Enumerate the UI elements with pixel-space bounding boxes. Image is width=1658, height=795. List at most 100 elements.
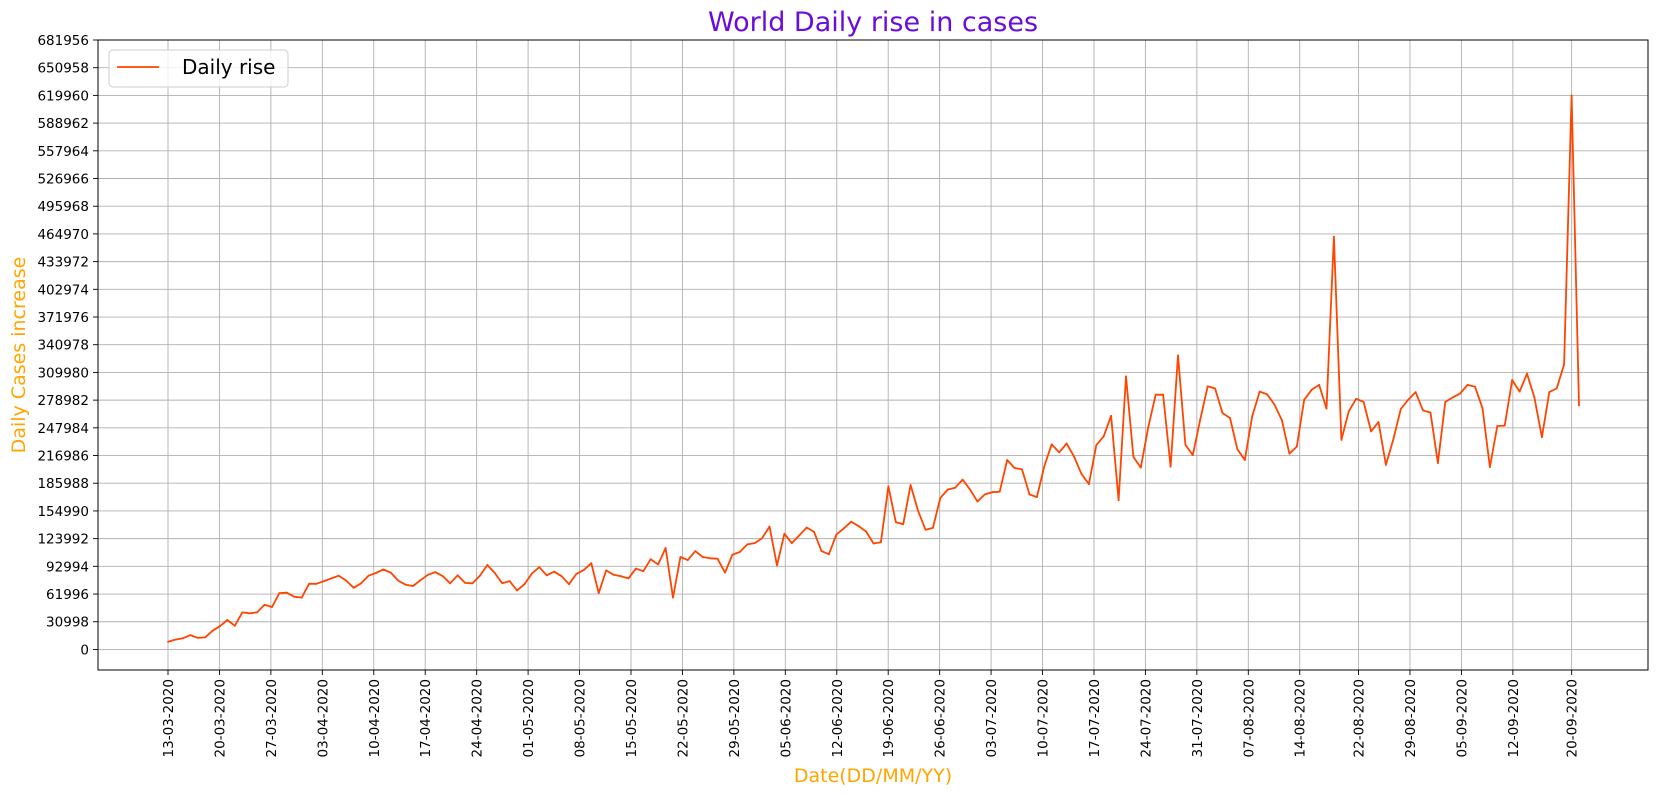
data-point [315,582,318,585]
data-point [627,577,630,580]
data-point [256,611,258,614]
y-tick-label: 185988 [37,476,89,492]
data-point [189,634,192,636]
data-point [1243,459,1246,461]
data-point [1548,391,1551,393]
data-point [219,625,221,628]
x-tick-label: 12-09-2020 [1506,679,1522,757]
y-tick-label: 650958 [37,61,89,77]
data-point [1578,404,1580,407]
data-point [397,579,400,582]
x-tick-label: 22-05-2020 [675,679,691,757]
x-tick-label: 24-04-2020 [470,679,486,757]
data-point [1414,391,1417,393]
data-point [501,582,504,585]
data-point [1013,467,1016,469]
data-point [1058,451,1061,454]
data-point [1221,412,1224,414]
data-point [746,543,749,546]
plot-area-frame [97,39,1649,671]
data-point [1021,468,1023,471]
data-point [174,638,177,641]
data-point [998,490,1001,493]
data-point [1451,396,1454,399]
data-point [1169,465,1172,468]
y-tick-label: 61996 [46,587,89,603]
data-point [1102,435,1105,438]
data-point [1295,445,1298,448]
x-tick-label: 01-05-2020 [521,679,537,757]
data-point [211,629,214,632]
data-point [1147,426,1150,428]
data-point [167,640,169,643]
data-point [1266,393,1268,396]
data-point [1273,403,1276,406]
data-point [649,558,652,561]
data-point [382,568,385,571]
data-point [1503,424,1506,427]
data-point [1191,454,1194,456]
y-tick-label: 588962 [37,116,89,132]
data-point [954,486,957,489]
data-point [1481,407,1484,410]
data-point [991,491,994,494]
x-tick-label: 07-08-2020 [1241,679,1257,757]
data-point [1347,410,1350,413]
data-point [1541,436,1543,439]
data-point [820,550,823,552]
data-point [1095,444,1098,447]
data-point [1437,462,1439,464]
data-point [1125,375,1127,378]
data-point [1088,483,1090,485]
data-point [1474,385,1476,388]
data-point [1258,390,1261,393]
data-point [1325,407,1328,410]
data-point [1377,421,1380,423]
data-point [345,579,348,582]
data-point [761,537,763,540]
data-point [449,582,452,585]
data-point [924,528,927,531]
data-point [233,624,236,627]
data-point [1422,409,1424,412]
y-tick-label: 0 [80,642,89,658]
y-tick-label: 495968 [37,199,89,215]
data-point [605,569,608,572]
data-point [1518,390,1521,393]
data-point [1318,384,1320,386]
data-point [783,532,786,535]
y-tick-label: 340978 [37,338,89,354]
data-point [798,534,801,537]
data-point [1117,499,1120,502]
data-point [360,582,362,585]
data-point [701,556,704,558]
y-tick-label: 154990 [37,504,89,520]
data-point [1236,448,1239,451]
x-tick-label: 08-05-2020 [573,679,589,757]
data-point [1214,387,1216,390]
data-point [1281,419,1283,422]
data-point [486,564,489,566]
x-tick-label: 17-04-2020 [418,679,434,757]
y-tick-label: 433972 [37,255,89,271]
data-point [1132,456,1135,458]
data-point [1370,430,1372,433]
data-point [716,557,719,560]
grid-layer [98,39,1648,670]
data-point [1496,425,1499,427]
data-point [538,566,541,569]
data-point [323,580,325,582]
legend: Daily rise [108,49,289,88]
y-tick-label: 371976 [37,310,89,326]
data-point [865,530,867,533]
data-point [768,525,771,528]
data-point [1466,384,1469,386]
data-point [516,589,518,592]
data-point [479,574,481,577]
data-point [1444,401,1447,403]
data-point [293,595,296,598]
data-point [1310,388,1313,391]
data-point [894,521,897,523]
data-point [672,596,674,599]
x-tick-label: 12-06-2020 [830,679,846,757]
